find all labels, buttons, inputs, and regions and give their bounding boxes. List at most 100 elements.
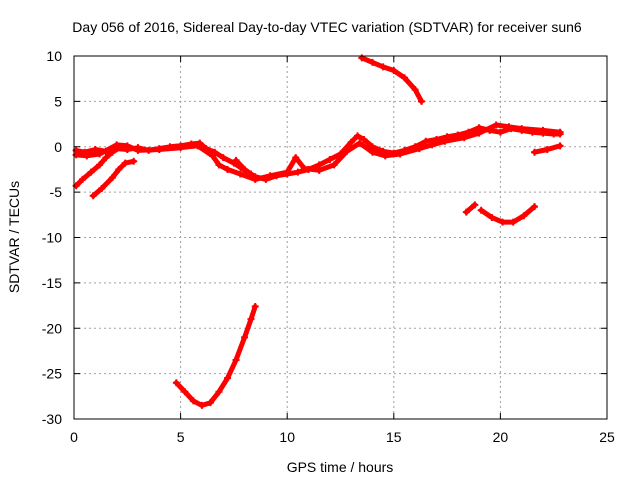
data-point (381, 152, 389, 160)
data-point (266, 172, 274, 180)
data-point (232, 156, 240, 164)
data-point (98, 184, 106, 192)
data-point (556, 128, 564, 136)
data-point (418, 97, 426, 105)
data-point (121, 159, 129, 167)
data-point (477, 206, 485, 214)
y-tick-label: -25 (42, 366, 62, 382)
data-point (441, 137, 449, 145)
data-point (102, 154, 110, 162)
y-tick-label: -30 (42, 411, 62, 427)
data-point (134, 146, 142, 154)
data-point (428, 141, 436, 149)
data-point (556, 142, 564, 150)
data-point (247, 170, 255, 178)
data-point (411, 86, 419, 94)
data-point (505, 123, 513, 131)
data-point (215, 388, 223, 396)
data-point (189, 397, 197, 405)
series-short-dash (463, 202, 478, 215)
data-point (354, 132, 362, 140)
series-high-arc (359, 55, 424, 104)
y-tick-label: 10 (46, 48, 62, 64)
data-point (172, 379, 180, 387)
y-tick-label: -5 (50, 184, 63, 200)
data-point (460, 134, 468, 142)
data-point (509, 218, 517, 226)
y-tick-label: -20 (42, 320, 62, 336)
series-deep-valley (173, 304, 258, 408)
data-point (543, 145, 551, 153)
y-tick-label: 0 (54, 139, 62, 155)
data-point (209, 152, 217, 160)
x-tick-label: 25 (599, 429, 615, 445)
data-point (356, 139, 364, 147)
data-point (520, 212, 528, 220)
data-point (79, 175, 87, 183)
data-point (87, 168, 95, 176)
x-tick-label: 0 (70, 429, 78, 445)
data-point (400, 74, 408, 82)
series-mid-dip (478, 204, 537, 225)
data-point (181, 388, 189, 396)
data-point (241, 333, 249, 341)
data-point (462, 208, 470, 216)
data-point (96, 150, 104, 158)
data-point (326, 155, 334, 163)
chart-title: Day 056 of 2016, Sidereal Day-to-day VTE… (72, 19, 582, 35)
data-point (96, 161, 104, 169)
data-point (415, 145, 423, 153)
data-point (343, 147, 351, 155)
y-tick-label: 5 (54, 93, 62, 109)
data-point (539, 126, 547, 134)
x-tick-labels: 0 5 10 15 20 25 (70, 429, 615, 445)
data-point (251, 302, 259, 310)
data-point (283, 168, 291, 176)
data-point (292, 154, 300, 162)
y-tick-labels: 10 5 0 -5 -10 -15 -20 -25 -30 (42, 48, 62, 427)
data-point (91, 145, 99, 153)
data-point (206, 399, 214, 407)
data-point (300, 165, 308, 173)
data-point (499, 218, 507, 226)
data-point (117, 143, 125, 151)
grid (74, 56, 607, 419)
data-point (488, 214, 496, 222)
data-point (471, 201, 479, 209)
data-point (83, 152, 91, 160)
data-point (368, 148, 376, 156)
data-point (236, 170, 244, 178)
data-point (492, 121, 500, 129)
data-point (177, 144, 185, 152)
data-point (531, 203, 539, 211)
x-axis-label: GPS time / hours (287, 459, 394, 475)
data-point (518, 125, 526, 133)
data-point (224, 374, 232, 382)
data-point (379, 63, 387, 71)
data-point (198, 401, 206, 409)
data-point (360, 135, 368, 143)
data-point (496, 128, 504, 136)
x-tick-label: 5 (177, 429, 185, 445)
data-point (115, 165, 123, 173)
data-point (215, 161, 223, 169)
data-point (358, 54, 366, 62)
data-point (330, 161, 338, 169)
data-point (108, 148, 116, 156)
data-point (224, 165, 232, 173)
data-point (241, 165, 249, 173)
data-point (294, 168, 302, 176)
data-point (232, 356, 240, 364)
y-tick-label: -10 (42, 230, 62, 246)
data-point (347, 138, 355, 146)
x-tick-label: 10 (279, 429, 295, 445)
y-tick-label: -15 (42, 275, 62, 291)
series-layer (72, 54, 564, 409)
x-tick-label: 20 (493, 429, 509, 445)
data-point (368, 58, 376, 66)
tick-marks (73, 55, 608, 420)
data-point (422, 137, 430, 145)
data-point (475, 129, 483, 137)
data-point (123, 142, 131, 150)
